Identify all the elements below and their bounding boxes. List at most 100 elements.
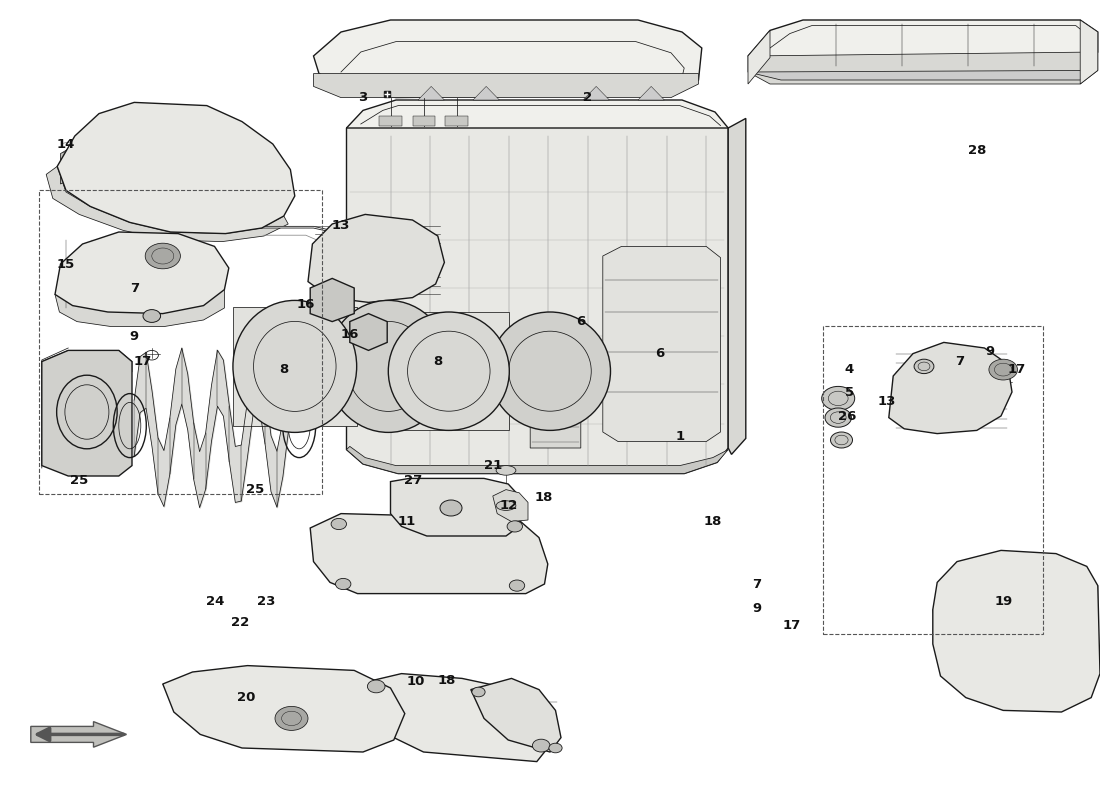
Text: 16: 16 xyxy=(341,328,359,341)
Polygon shape xyxy=(603,246,720,442)
Polygon shape xyxy=(388,312,509,430)
Text: 7: 7 xyxy=(955,355,964,368)
Ellipse shape xyxy=(233,300,356,432)
Polygon shape xyxy=(471,678,561,752)
Bar xyxy=(39,190,322,494)
Circle shape xyxy=(914,359,934,374)
Circle shape xyxy=(275,706,308,730)
Text: 16: 16 xyxy=(297,298,315,310)
Circle shape xyxy=(472,687,485,697)
Circle shape xyxy=(509,580,525,591)
Text: 23: 23 xyxy=(257,595,275,608)
Polygon shape xyxy=(379,116,401,126)
Text: 8: 8 xyxy=(433,355,442,368)
Polygon shape xyxy=(1080,20,1098,84)
Text: 12: 12 xyxy=(499,499,517,512)
Text: 11: 11 xyxy=(398,515,416,528)
Text: 9: 9 xyxy=(752,602,761,614)
Circle shape xyxy=(532,739,550,752)
Polygon shape xyxy=(163,666,405,752)
Text: 24: 24 xyxy=(207,595,224,608)
Polygon shape xyxy=(728,118,746,454)
Circle shape xyxy=(367,680,385,693)
Text: 7: 7 xyxy=(130,282,139,294)
Circle shape xyxy=(336,578,351,590)
Polygon shape xyxy=(346,128,728,474)
Polygon shape xyxy=(346,100,728,154)
Text: 13: 13 xyxy=(332,219,350,232)
Text: 18: 18 xyxy=(438,674,455,686)
Text: 14: 14 xyxy=(57,138,75,150)
Text: 25: 25 xyxy=(70,474,88,486)
Ellipse shape xyxy=(327,300,450,432)
Polygon shape xyxy=(889,342,1012,434)
Polygon shape xyxy=(42,350,132,476)
Circle shape xyxy=(825,408,851,427)
Polygon shape xyxy=(314,74,698,98)
Text: 5: 5 xyxy=(845,386,854,398)
Circle shape xyxy=(440,500,462,516)
Text: 13: 13 xyxy=(878,395,895,408)
Polygon shape xyxy=(446,116,468,126)
Polygon shape xyxy=(55,290,224,326)
Text: 4: 4 xyxy=(845,363,854,376)
Polygon shape xyxy=(350,314,387,350)
Text: 19: 19 xyxy=(994,595,1012,608)
Ellipse shape xyxy=(388,312,509,430)
Text: 17: 17 xyxy=(134,355,152,368)
Text: 9: 9 xyxy=(986,346,994,358)
Text: 21: 21 xyxy=(484,459,502,472)
Polygon shape xyxy=(346,446,728,474)
Polygon shape xyxy=(163,684,405,712)
Bar xyxy=(823,326,1043,634)
Text: 28: 28 xyxy=(968,144,986,157)
Polygon shape xyxy=(493,490,528,522)
Polygon shape xyxy=(748,52,1098,84)
Polygon shape xyxy=(748,20,1098,66)
Polygon shape xyxy=(308,214,444,302)
Text: 27: 27 xyxy=(405,474,422,486)
Ellipse shape xyxy=(496,466,516,475)
Circle shape xyxy=(549,743,562,753)
Polygon shape xyxy=(358,674,552,762)
Text: 9: 9 xyxy=(130,330,139,342)
Text: 15: 15 xyxy=(57,258,75,270)
Text: 18: 18 xyxy=(704,515,722,528)
Text: 17: 17 xyxy=(1008,363,1025,376)
Text: 20: 20 xyxy=(238,691,255,704)
Circle shape xyxy=(331,518,346,530)
Polygon shape xyxy=(473,86,499,100)
Text: 1: 1 xyxy=(675,430,684,442)
Polygon shape xyxy=(418,86,444,100)
Text: 6: 6 xyxy=(576,315,585,328)
Text: 18: 18 xyxy=(535,491,552,504)
Polygon shape xyxy=(748,30,770,84)
Circle shape xyxy=(989,359,1018,380)
Text: 10: 10 xyxy=(407,675,425,688)
Polygon shape xyxy=(933,586,1098,648)
Polygon shape xyxy=(310,514,548,594)
Ellipse shape xyxy=(496,501,516,510)
Text: 8: 8 xyxy=(279,363,288,376)
Polygon shape xyxy=(530,346,581,448)
Circle shape xyxy=(830,432,852,448)
Text: 17: 17 xyxy=(783,619,801,632)
Text: 3: 3 xyxy=(359,91,367,104)
Polygon shape xyxy=(748,70,1098,80)
Polygon shape xyxy=(42,350,132,372)
Ellipse shape xyxy=(490,312,610,430)
Polygon shape xyxy=(412,116,434,126)
Polygon shape xyxy=(933,550,1100,712)
Polygon shape xyxy=(638,86,664,100)
Polygon shape xyxy=(390,478,519,536)
Text: 25: 25 xyxy=(246,483,264,496)
Polygon shape xyxy=(55,232,229,314)
Circle shape xyxy=(822,386,855,410)
Text: 26: 26 xyxy=(838,410,856,422)
Polygon shape xyxy=(314,20,702,98)
Polygon shape xyxy=(233,307,356,426)
Polygon shape xyxy=(583,86,609,100)
Polygon shape xyxy=(46,166,288,242)
Text: 7: 7 xyxy=(752,578,761,590)
Text: 6: 6 xyxy=(656,347,664,360)
